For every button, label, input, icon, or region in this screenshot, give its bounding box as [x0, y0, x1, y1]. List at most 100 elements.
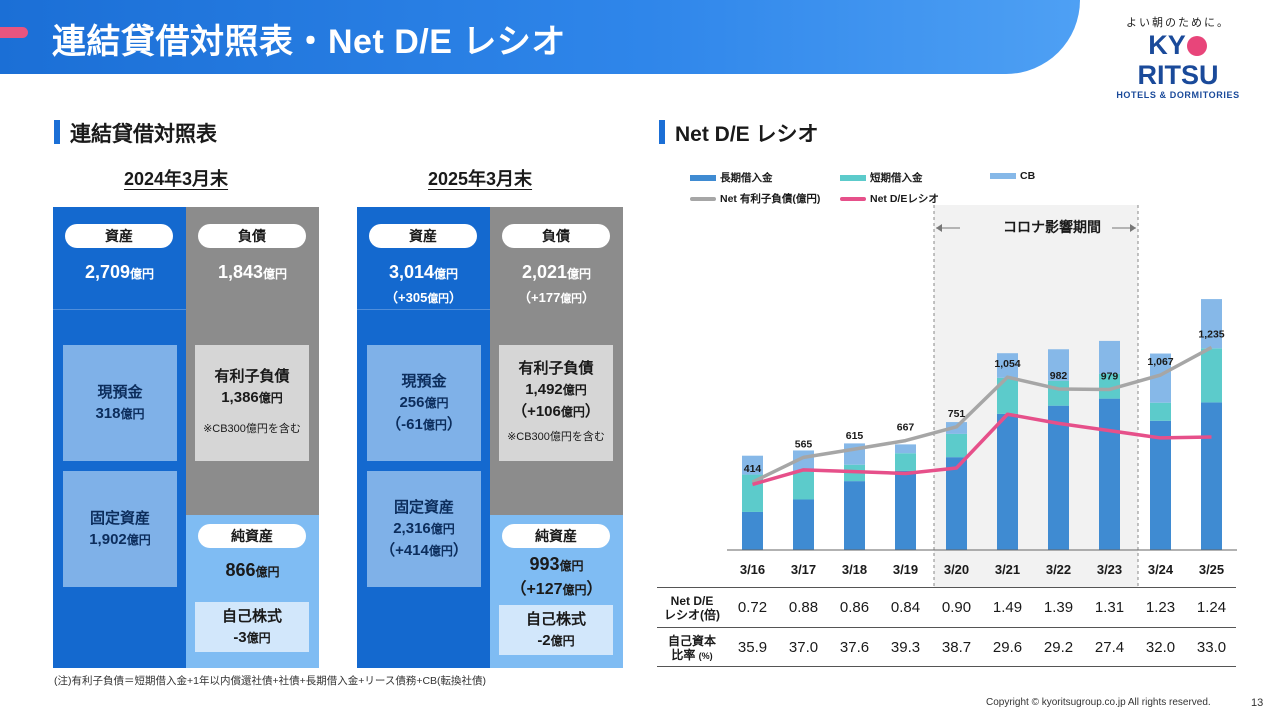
cash-block: 現預金 256億円 （-61億円）: [367, 345, 481, 461]
x-tick-label: 3/23: [1097, 562, 1122, 577]
balance-sheet-2025: 資産 負債 3,014億円 （+305億円） 2,021億円 （+177億円） …: [357, 207, 623, 668]
long-term-loan-bar: [1048, 405, 1069, 550]
table-cell: 1.31: [1094, 599, 1125, 616]
assets-total: 2,709億円: [84, 262, 155, 282]
table-cell: 32.0: [1145, 639, 1176, 656]
legend-swatch: [990, 173, 1016, 179]
row-header: 自己資本 比率 (%): [667, 633, 716, 662]
table-cell: 0.72: [737, 599, 768, 616]
long-term-loan-bar: [1150, 420, 1171, 550]
legend-de-ratio: Net D/Eレシオ: [840, 191, 939, 206]
cash-block: 現預金 318億円: [63, 345, 177, 461]
logo-subtitle: HOTELS & DORMITORIES: [1116, 90, 1240, 100]
x-tick-label: 3/18: [842, 562, 867, 577]
page-number: 13: [1251, 697, 1264, 709]
page-title: 連結貸借対照表・Net D/E レシオ: [52, 23, 566, 61]
table-cell: 29.2: [1043, 639, 1074, 656]
short-term-loan-bar: [1201, 348, 1222, 403]
table-cell: 37.6: [839, 639, 870, 656]
liabilities-total: 2,021億円: [521, 262, 592, 282]
x-tick-label: 3/21: [995, 562, 1020, 577]
net-debt-data-label: 751: [948, 408, 966, 420]
logo-wordmark: KYRITSU: [1108, 30, 1248, 90]
assets-total: 3,014億円: [388, 262, 459, 282]
net-debt-data-label: 982: [1050, 370, 1068, 382]
liabilities-change: （+177億円）: [518, 290, 595, 305]
logo-wordmark-post: RITSU: [1137, 60, 1219, 90]
covid-arrowhead-right: [1130, 224, 1136, 232]
copyright: Copyright © kyoritsugroup.co.jp All righ…: [986, 697, 1211, 708]
row-header: Net D/E レシオ(倍): [664, 594, 720, 622]
assets-change: （+305億円）: [385, 290, 462, 305]
short-term-loan-bar: [997, 377, 1018, 414]
table-row-equity-ratio: 自己資本 比率 (%) 35.9 37.0 37.6 39.3 38.7 29.6 29.2…: [657, 627, 1236, 667]
cb-bar: [1150, 353, 1171, 403]
net-debt-data-label: 615: [846, 430, 864, 442]
cb-bar: [1201, 299, 1222, 349]
sun-icon: [1186, 36, 1207, 56]
assets-pill: 資産: [65, 224, 173, 248]
table-cell: 33.0: [1196, 639, 1227, 656]
table-cell: 0.90: [941, 599, 972, 616]
table-cell: 0.88: [788, 599, 819, 616]
treasury-stock-block: 自己株式 -3億円: [195, 602, 309, 652]
table-cell: 0.84: [890, 599, 921, 616]
short-term-loan-bar: [895, 453, 916, 471]
table-cell: 39.3: [890, 639, 921, 656]
bs-year-2025: 2025年3月末: [428, 169, 533, 189]
table-cell: 1.23: [1145, 599, 1176, 616]
legend-long-term-loan: 長期借入金: [690, 170, 773, 185]
legend-swatch: [690, 174, 716, 181]
fixed-assets-block: 固定資産 1,902億円: [63, 471, 177, 587]
x-tick-label: 3/17: [791, 562, 816, 577]
balance-sheet-2024: 資産 負債 2,709億円 1,843億円 現預金 318億円 有利子負債 1,…: [53, 207, 319, 668]
header-band: [0, 0, 1080, 74]
company-logo: よい朝のために。 KYRITSU HOTELS & DORMITORIES: [1108, 14, 1248, 100]
short-term-loan-bar: [1048, 380, 1069, 406]
legend-cb: CB: [990, 170, 1035, 182]
net-debt-data-label: 1,054: [994, 358, 1020, 370]
net-debt-data-label: 667: [897, 422, 915, 434]
x-tick-label: 3/20: [944, 562, 969, 577]
long-term-loan-bar: [793, 499, 814, 550]
short-term-loan-bar: [1150, 402, 1171, 421]
table-cell: 1.39: [1043, 599, 1074, 616]
equity-pill: 純資産: [198, 524, 306, 548]
short-term-loan-bar: [1099, 373, 1120, 399]
x-tick-label: 3/25: [1199, 562, 1224, 577]
table-cell: 1.49: [992, 599, 1023, 616]
table-cell: 38.7: [941, 639, 972, 656]
legend-net-debt: Net 有利子負債(億円): [690, 191, 820, 206]
de-ratio-section-title: Net D/E レシオ: [659, 118, 819, 148]
balance-sheet-section-title: 連結貸借対照表: [54, 118, 217, 148]
x-tick-label: 3/19: [893, 562, 918, 577]
equity-value: 866億円: [225, 560, 280, 580]
table-cell: 27.4: [1094, 639, 1125, 656]
cb-bar: [997, 353, 1018, 378]
net-debt-line: [751, 345, 1213, 484]
long-term-loan-bar: [1099, 398, 1120, 550]
covid-period-annotation: コロナ影響期間: [966, 217, 1138, 239]
table-cell: 37.0: [788, 639, 819, 656]
divider: [357, 309, 490, 310]
legend-line: [690, 196, 716, 201]
footnote: (注)有利子負債＝短期借入金+1年以内償還社債+社債+長期借入金+リース債務+C…: [54, 675, 487, 687]
cb-bar: [895, 444, 916, 454]
net-debt-data-label: 1,235: [1198, 328, 1224, 340]
net-debt-data-label: 565: [795, 438, 813, 450]
table-cell: 35.9: [737, 639, 768, 656]
x-tick-label: 3/22: [1046, 562, 1071, 577]
long-term-loan-bar: [1201, 402, 1222, 550]
net-debt-data-label: 979: [1101, 370, 1119, 382]
legend-swatch: [840, 174, 866, 181]
long-term-loan-bar: [997, 413, 1018, 550]
debt-block: 有利子負債 1,386億円 ※CB300億円を含む: [195, 345, 309, 461]
cb-bar: [1048, 349, 1069, 381]
legend-short-term-loan: 短期借入金: [840, 170, 923, 185]
liabilities-pill: 負債: [502, 224, 610, 248]
liabilities-pill: 負債: [198, 224, 306, 248]
debt-block: 有利子負債 1,492億円 （+106億円） ※CB300億円を含む: [499, 345, 613, 461]
table-cell: 29.6: [992, 639, 1023, 656]
divider: [53, 309, 186, 310]
